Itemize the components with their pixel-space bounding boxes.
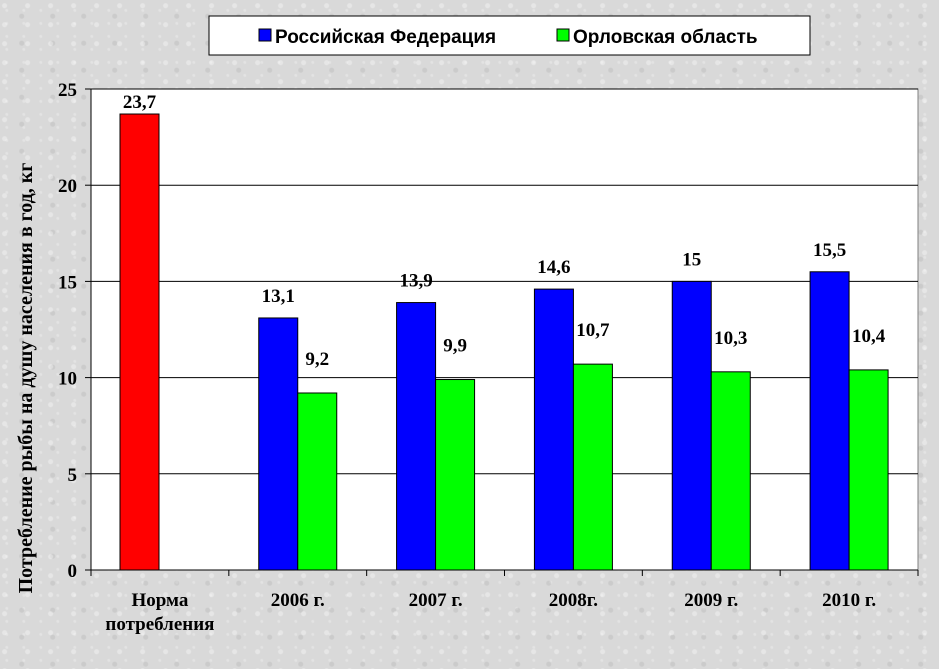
y-axis: 0 5 10 15 20 25 bbox=[58, 80, 91, 582]
data-label: 15 bbox=[682, 249, 701, 270]
data-label: 9,2 bbox=[305, 349, 329, 370]
x-category-label: 2006 г. bbox=[271, 590, 325, 611]
x-category-label: 2009 г. bbox=[684, 590, 738, 611]
data-label: 9,9 bbox=[443, 336, 467, 357]
x-category-label: Норма bbox=[131, 590, 188, 611]
legend-swatch bbox=[259, 29, 271, 41]
data-label: 13,9 bbox=[399, 271, 432, 292]
bar bbox=[810, 272, 849, 570]
bar bbox=[436, 380, 475, 570]
data-label: 14,6 bbox=[537, 257, 570, 278]
data-label: 23,7 bbox=[123, 92, 157, 113]
data-label: 10,4 bbox=[852, 326, 886, 347]
data-label: 13,1 bbox=[262, 286, 295, 307]
x-category-label: 2007 г. bbox=[409, 590, 463, 611]
y-tick-label: 20 bbox=[58, 176, 77, 197]
bar bbox=[711, 372, 750, 570]
bar bbox=[397, 303, 436, 570]
legend-label: Российская Федерация bbox=[275, 27, 496, 48]
bar bbox=[259, 318, 298, 570]
bar bbox=[298, 393, 337, 570]
bar bbox=[849, 370, 888, 570]
bar bbox=[534, 289, 573, 570]
plot-area bbox=[91, 89, 918, 570]
data-label: 10,3 bbox=[714, 328, 747, 349]
y-tick-label: 15 bbox=[58, 272, 77, 293]
y-tick-label: 0 bbox=[68, 561, 78, 582]
y-tick-label: 25 bbox=[58, 80, 77, 101]
bar bbox=[672, 281, 711, 570]
x-category-label: 2010 г. bbox=[822, 590, 876, 611]
legend: Российская Федерация Орловская область bbox=[209, 16, 810, 55]
x-category-label: 2008г. bbox=[549, 590, 598, 611]
legend-swatch bbox=[557, 29, 569, 41]
y-tick-label: 10 bbox=[58, 369, 77, 390]
legend-label: Орловская область bbox=[573, 27, 758, 48]
data-label: 15,5 bbox=[813, 240, 846, 261]
bar bbox=[573, 364, 612, 570]
y-axis-title: Потребление рыбы на душу населения в год… bbox=[15, 163, 37, 594]
x-axis: Норма потребления 2006 г. 2007 г. 2008г. 2009… bbox=[91, 570, 918, 635]
data-label: 10,7 bbox=[576, 320, 610, 341]
y-tick-label: 5 bbox=[68, 465, 78, 486]
x-category-label: потребления bbox=[105, 614, 214, 635]
bar bbox=[120, 114, 159, 570]
